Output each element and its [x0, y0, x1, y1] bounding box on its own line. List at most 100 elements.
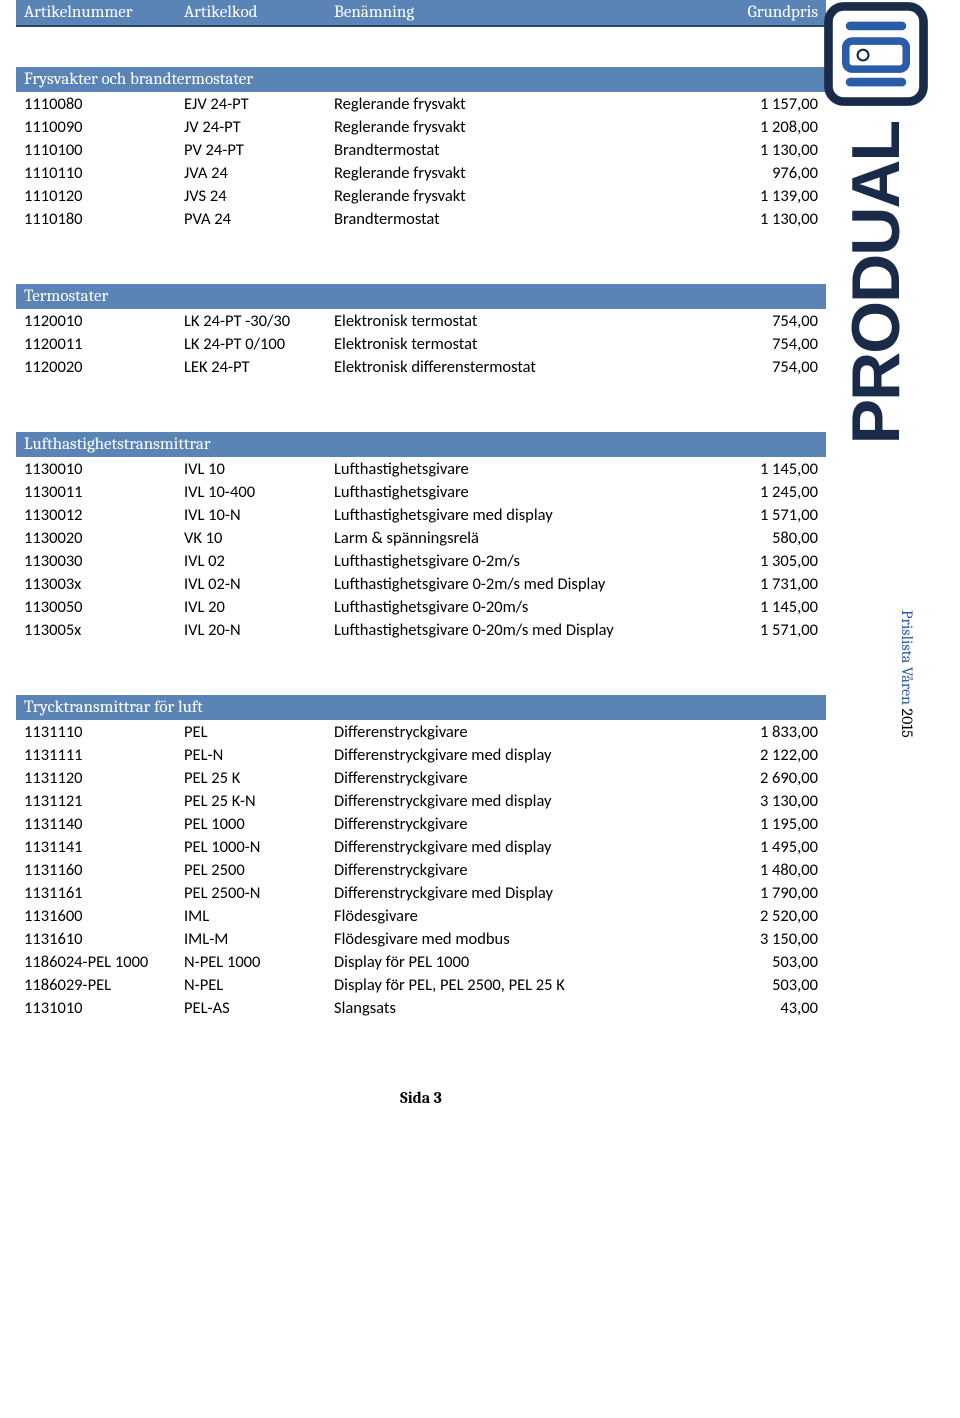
cell-artikelnummer: 1131610 [24, 929, 184, 949]
cell-grundpris: 1 790,00 [718, 883, 818, 903]
cell-artikelnummer: 1110090 [24, 117, 184, 137]
side-note-year: 2015 [898, 709, 916, 738]
cell-benamning: Differenstryckgivare [334, 768, 718, 788]
cell-grundpris: 2 520,00 [718, 906, 818, 926]
cell-grundpris: 1 571,00 [718, 505, 818, 525]
table-row: 1131121PEL 25 K-NDifferenstryckgivare me… [16, 789, 826, 812]
cell-benamning: Elektronisk differenstermostat [334, 357, 718, 377]
cell-artikelnummer: 1130020 [24, 528, 184, 548]
cell-artikelkod: LEK 24-PT [184, 357, 334, 377]
table-row: 1120011LK 24-PT 0/100Elektronisk termost… [16, 332, 826, 355]
table-row: 1130011IVL 10-400Lufthastighetsgivare1 2… [16, 480, 826, 503]
cell-grundpris: 1 195,00 [718, 814, 818, 834]
section-title: Frysvakter och brandtermostater [16, 67, 826, 92]
cell-artikelnummer: 1110080 [24, 94, 184, 114]
section-title: Termostater [16, 284, 826, 309]
table-row: 1131160PEL 2500Differenstryckgivare1 480… [16, 858, 826, 881]
table-row: 1120010LK 24-PT -30/30Elektronisk termos… [16, 309, 826, 332]
cell-benamning: Reglerande frysvakt [334, 163, 718, 183]
table-row: 1131111PEL-NDifferenstryckgivare med dis… [16, 743, 826, 766]
cell-artikelkod: JVS 24 [184, 186, 334, 206]
cell-artikelnummer: 1130012 [24, 505, 184, 525]
table-row: 1130010IVL 10Lufthastighetsgivare1 145,0… [16, 457, 826, 480]
table-row: 1186029-PELN-PELDisplay för PEL, PEL 250… [16, 973, 826, 996]
cell-artikelkod: PEL 1000 [184, 814, 334, 834]
cell-benamning: Lufthastighetsgivare 0-2m/s med Display [334, 574, 718, 594]
cell-artikelkod: IVL 10-N [184, 505, 334, 525]
cell-grundpris: 1 305,00 [718, 551, 818, 571]
cell-benamning: Lufthastighetsgivare 0-20m/s [334, 597, 718, 617]
cell-artikelkod: EJV 24-PT [184, 94, 334, 114]
table-row: 1131610IML-MFlödesgivare med modbus3 150… [16, 927, 826, 950]
cell-artikelnummer: 1131010 [24, 998, 184, 1018]
table-row: 1130050IVL 20Lufthastighetsgivare 0-20m/… [16, 595, 826, 618]
cell-benamning: Lufthastighetsgivare [334, 459, 718, 479]
cell-artikelnummer: 1131120 [24, 768, 184, 788]
cell-artikelnummer: 1186024-PEL 1000 [24, 952, 184, 972]
cell-artikelkod: JVA 24 [184, 163, 334, 183]
section-title: Trycktransmittrar för luft [16, 695, 826, 720]
cell-artikelkod: IML [184, 906, 334, 926]
cell-grundpris: 580,00 [718, 528, 818, 548]
cell-grundpris: 976,00 [718, 163, 818, 183]
table-row: 1131140PEL 1000Differenstryckgivare1 195… [16, 812, 826, 835]
cell-artikelnummer: 1131111 [24, 745, 184, 765]
cell-benamning: Slangsats [334, 998, 718, 1018]
cell-artikelnummer: 1110100 [24, 140, 184, 160]
cell-artikelnummer: 1130010 [24, 459, 184, 479]
table-row: 113003xIVL 02-NLufthastighetsgivare 0-2m… [16, 572, 826, 595]
cell-benamning: Differenstryckgivare med display [334, 745, 718, 765]
cell-benamning: Differenstryckgivare med display [334, 837, 718, 857]
header-grundpris: Grundpris [718, 3, 818, 22]
cell-benamning: Elektronisk termostat [334, 334, 718, 354]
table-row: 1130020VK 10Larm & spänningsrelä580,00 [16, 526, 826, 549]
cell-artikelnummer: 1131110 [24, 722, 184, 742]
cell-benamning: Lufthastighetsgivare 0-20m/s med Display [334, 620, 718, 640]
cell-grundpris: 43,00 [718, 998, 818, 1018]
cell-artikelnummer: 1110120 [24, 186, 184, 206]
cell-benamning: Reglerande frysvakt [334, 117, 718, 137]
cell-artikelkod: PV 24-PT [184, 140, 334, 160]
cell-artikelnummer: 1131121 [24, 791, 184, 811]
cell-benamning: Differenstryckgivare med display [334, 791, 718, 811]
cell-artikelnummer: 1110110 [24, 163, 184, 183]
cell-artikelnummer: 1130011 [24, 482, 184, 502]
cell-benamning: Lufthastighetsgivare [334, 482, 718, 502]
cell-artikelnummer: 1120010 [24, 311, 184, 331]
cell-grundpris: 1 208,00 [718, 117, 818, 137]
section-title: Lufthastighetstransmittrar [16, 432, 826, 457]
table-row: 1110080EJV 24-PTReglerande frysvakt1 157… [16, 92, 826, 115]
table-header: Artikelnummer Artikelkod Benämning Grund… [16, 0, 826, 27]
cell-artikelkod: IVL 02-N [184, 574, 334, 594]
cell-grundpris: 1 495,00 [718, 837, 818, 857]
cell-artikelkod: LK 24-PT -30/30 [184, 311, 334, 331]
cell-grundpris: 1 139,00 [718, 186, 818, 206]
side-note: Prislista Våren 2015 [898, 610, 916, 738]
cell-grundpris: 1 130,00 [718, 140, 818, 160]
cell-grundpris: 503,00 [718, 975, 818, 995]
cell-artikelnummer: 1131600 [24, 906, 184, 926]
cell-artikelnummer: 1131141 [24, 837, 184, 857]
cell-artikelnummer: 1120011 [24, 334, 184, 354]
cell-grundpris: 3 130,00 [718, 791, 818, 811]
cell-benamning: Flödesgivare [334, 906, 718, 926]
cell-benamning: Elektronisk termostat [334, 311, 718, 331]
cell-benamning: Differenstryckgivare [334, 814, 718, 834]
cell-artikelnummer: 1186029-PEL [24, 975, 184, 995]
cell-artikelnummer: 1130030 [24, 551, 184, 571]
table-row: 1130012IVL 10-NLufthastighetsgivare med … [16, 503, 826, 526]
cell-artikelnummer: 113003x [24, 574, 184, 594]
cell-artikelkod: PEL 2500 [184, 860, 334, 880]
cell-artikelkod: PEL 1000-N [184, 837, 334, 857]
cell-artikelnummer: 1110180 [24, 209, 184, 229]
cell-artikelkod: PVA 24 [184, 209, 334, 229]
table-row: 1110180PVA 24Brandtermostat1 130,00 [16, 207, 826, 230]
cell-artikelnummer: 1120020 [24, 357, 184, 377]
cell-artikelkod: PEL [184, 722, 334, 742]
cell-benamning: Lufthastighetsgivare med display [334, 505, 718, 525]
cell-artikelkod: N-PEL 1000 [184, 952, 334, 972]
side-note-text: Prislista Våren [898, 610, 916, 705]
cell-artikelkod: JV 24-PT [184, 117, 334, 137]
cell-artikelkod: PEL-N [184, 745, 334, 765]
cell-benamning: Lufthastighetsgivare 0-2m/s [334, 551, 718, 571]
